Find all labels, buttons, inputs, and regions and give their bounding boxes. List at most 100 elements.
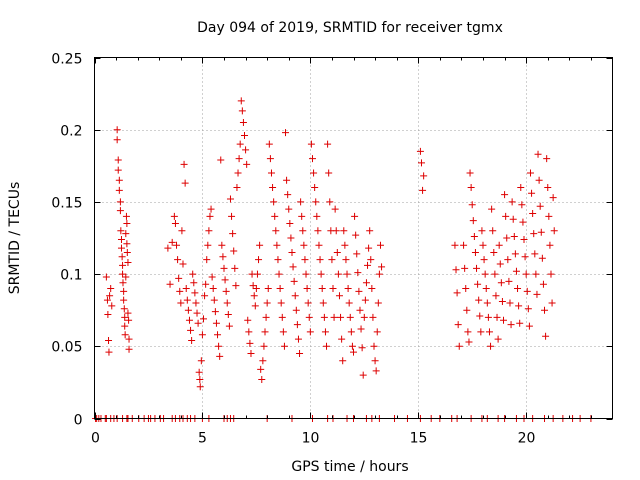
data-point xyxy=(203,256,211,264)
data-point xyxy=(262,313,270,321)
data-point xyxy=(371,357,379,365)
data-point xyxy=(263,299,271,307)
data-point xyxy=(473,264,481,272)
data-point xyxy=(220,264,228,272)
data-point xyxy=(469,217,477,225)
data-point xyxy=(311,183,319,191)
data-point xyxy=(344,285,352,293)
data-point xyxy=(114,156,122,164)
data-point xyxy=(545,212,553,220)
data-point xyxy=(360,313,368,321)
data-point xyxy=(494,335,502,343)
data-point xyxy=(119,270,127,278)
data-point xyxy=(297,198,305,206)
data-point xyxy=(474,280,482,288)
data-point xyxy=(179,260,187,268)
data-point xyxy=(119,279,127,287)
data-point xyxy=(270,198,278,206)
x-tick-label: 0 xyxy=(91,431,100,447)
data-point xyxy=(124,259,132,267)
data-point xyxy=(279,328,287,336)
data-point xyxy=(544,183,552,191)
data-point xyxy=(362,279,370,287)
data-point xyxy=(476,312,484,320)
data-point xyxy=(373,328,381,336)
data-point xyxy=(316,256,324,264)
data-point xyxy=(307,140,315,148)
data-point xyxy=(207,205,215,213)
data-point xyxy=(478,227,486,235)
y-tick-label: 0.1 xyxy=(60,268,82,284)
data-point xyxy=(293,321,301,329)
data-point xyxy=(333,248,341,256)
data-point xyxy=(356,306,364,314)
data-point xyxy=(246,339,254,347)
data-point xyxy=(321,328,329,336)
data-point xyxy=(298,212,306,220)
x-axis-label: GPS time / hours xyxy=(291,459,408,475)
data-point xyxy=(528,189,536,197)
data-point xyxy=(548,299,556,307)
data-point xyxy=(237,97,245,105)
data-point xyxy=(461,264,469,272)
data-point xyxy=(525,322,533,330)
data-point xyxy=(273,241,281,249)
data-point xyxy=(230,247,238,255)
data-point xyxy=(510,233,518,241)
data-point xyxy=(209,285,217,293)
data-point xyxy=(121,331,129,339)
data-point xyxy=(124,309,132,317)
data-point xyxy=(224,311,232,319)
data-point xyxy=(308,155,316,163)
data-point xyxy=(233,183,241,191)
data-point xyxy=(292,306,300,314)
data-point xyxy=(253,270,261,278)
x-tick-label: 15 xyxy=(410,431,428,447)
data-point xyxy=(498,298,506,306)
data-point xyxy=(331,205,339,213)
data-point xyxy=(502,212,510,220)
data-point xyxy=(212,319,220,327)
points-layer xyxy=(92,97,595,422)
data-point xyxy=(376,241,384,249)
data-point xyxy=(324,140,332,148)
data-point xyxy=(197,357,205,365)
data-point xyxy=(250,292,258,300)
data-point xyxy=(455,342,463,350)
data-point xyxy=(454,321,462,329)
data-point xyxy=(272,227,280,235)
data-point xyxy=(364,261,372,269)
data-point xyxy=(105,337,113,345)
y-tick-label: 0.25 xyxy=(51,52,82,68)
data-point xyxy=(417,159,425,167)
data-point xyxy=(375,270,383,278)
data-point xyxy=(118,253,126,261)
data-point xyxy=(369,313,377,321)
data-point xyxy=(330,313,338,321)
data-point xyxy=(361,296,369,304)
data-point xyxy=(506,299,514,307)
data-point xyxy=(226,195,234,203)
data-point xyxy=(215,342,223,350)
data-point xyxy=(313,212,321,220)
data-point xyxy=(338,335,346,343)
data-point xyxy=(116,207,124,215)
data-point xyxy=(346,313,354,321)
data-point xyxy=(267,169,275,177)
data-point xyxy=(491,270,499,278)
y-axis-label: SRMTID / TECUs xyxy=(7,182,23,295)
data-point xyxy=(345,299,353,307)
data-point xyxy=(251,302,259,310)
data-point xyxy=(302,270,310,278)
data-point xyxy=(285,205,293,213)
data-point xyxy=(460,241,468,249)
data-point xyxy=(508,198,516,206)
data-point xyxy=(497,279,505,287)
data-point xyxy=(245,328,253,336)
data-point xyxy=(511,250,519,258)
data-point xyxy=(320,313,328,321)
data-point xyxy=(347,328,355,336)
data-point xyxy=(196,376,204,384)
data-point xyxy=(300,241,308,249)
ticks-layer: 0 0.05 0.1 0.15 0.2 0.25 0 5 10 15 20 xyxy=(51,52,613,447)
